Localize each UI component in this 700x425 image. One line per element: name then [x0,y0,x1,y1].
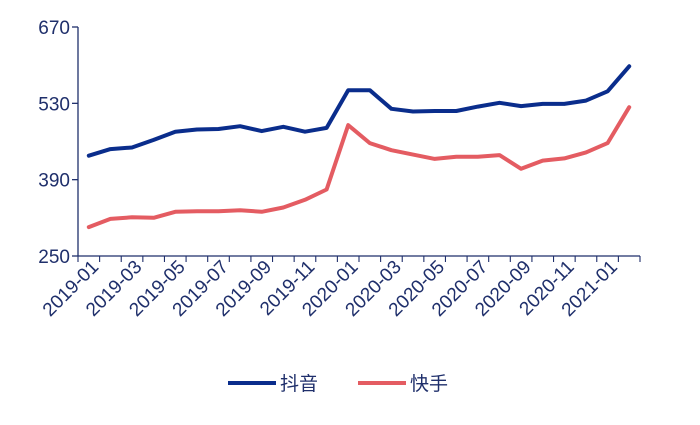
legend-label: 快手 [410,373,448,395]
x-axis-ticks: 2019-012019-032019-052019-072019-092019-… [39,256,641,321]
y-axis-ticks: 250 390 530 670 [38,18,78,268]
legend-label: 抖音 [280,373,318,395]
chart-axes [77,27,640,257]
y-tick-label: 250 [38,247,70,268]
series-line-1 [86,64,632,158]
y-tick-label: 390 [38,171,70,192]
series-line-2 [86,105,632,230]
series-lines [86,64,632,230]
y-tick-label: 530 [38,94,70,115]
legend: 抖音 快手 [228,373,448,395]
y-tick-label: 670 [38,18,70,39]
